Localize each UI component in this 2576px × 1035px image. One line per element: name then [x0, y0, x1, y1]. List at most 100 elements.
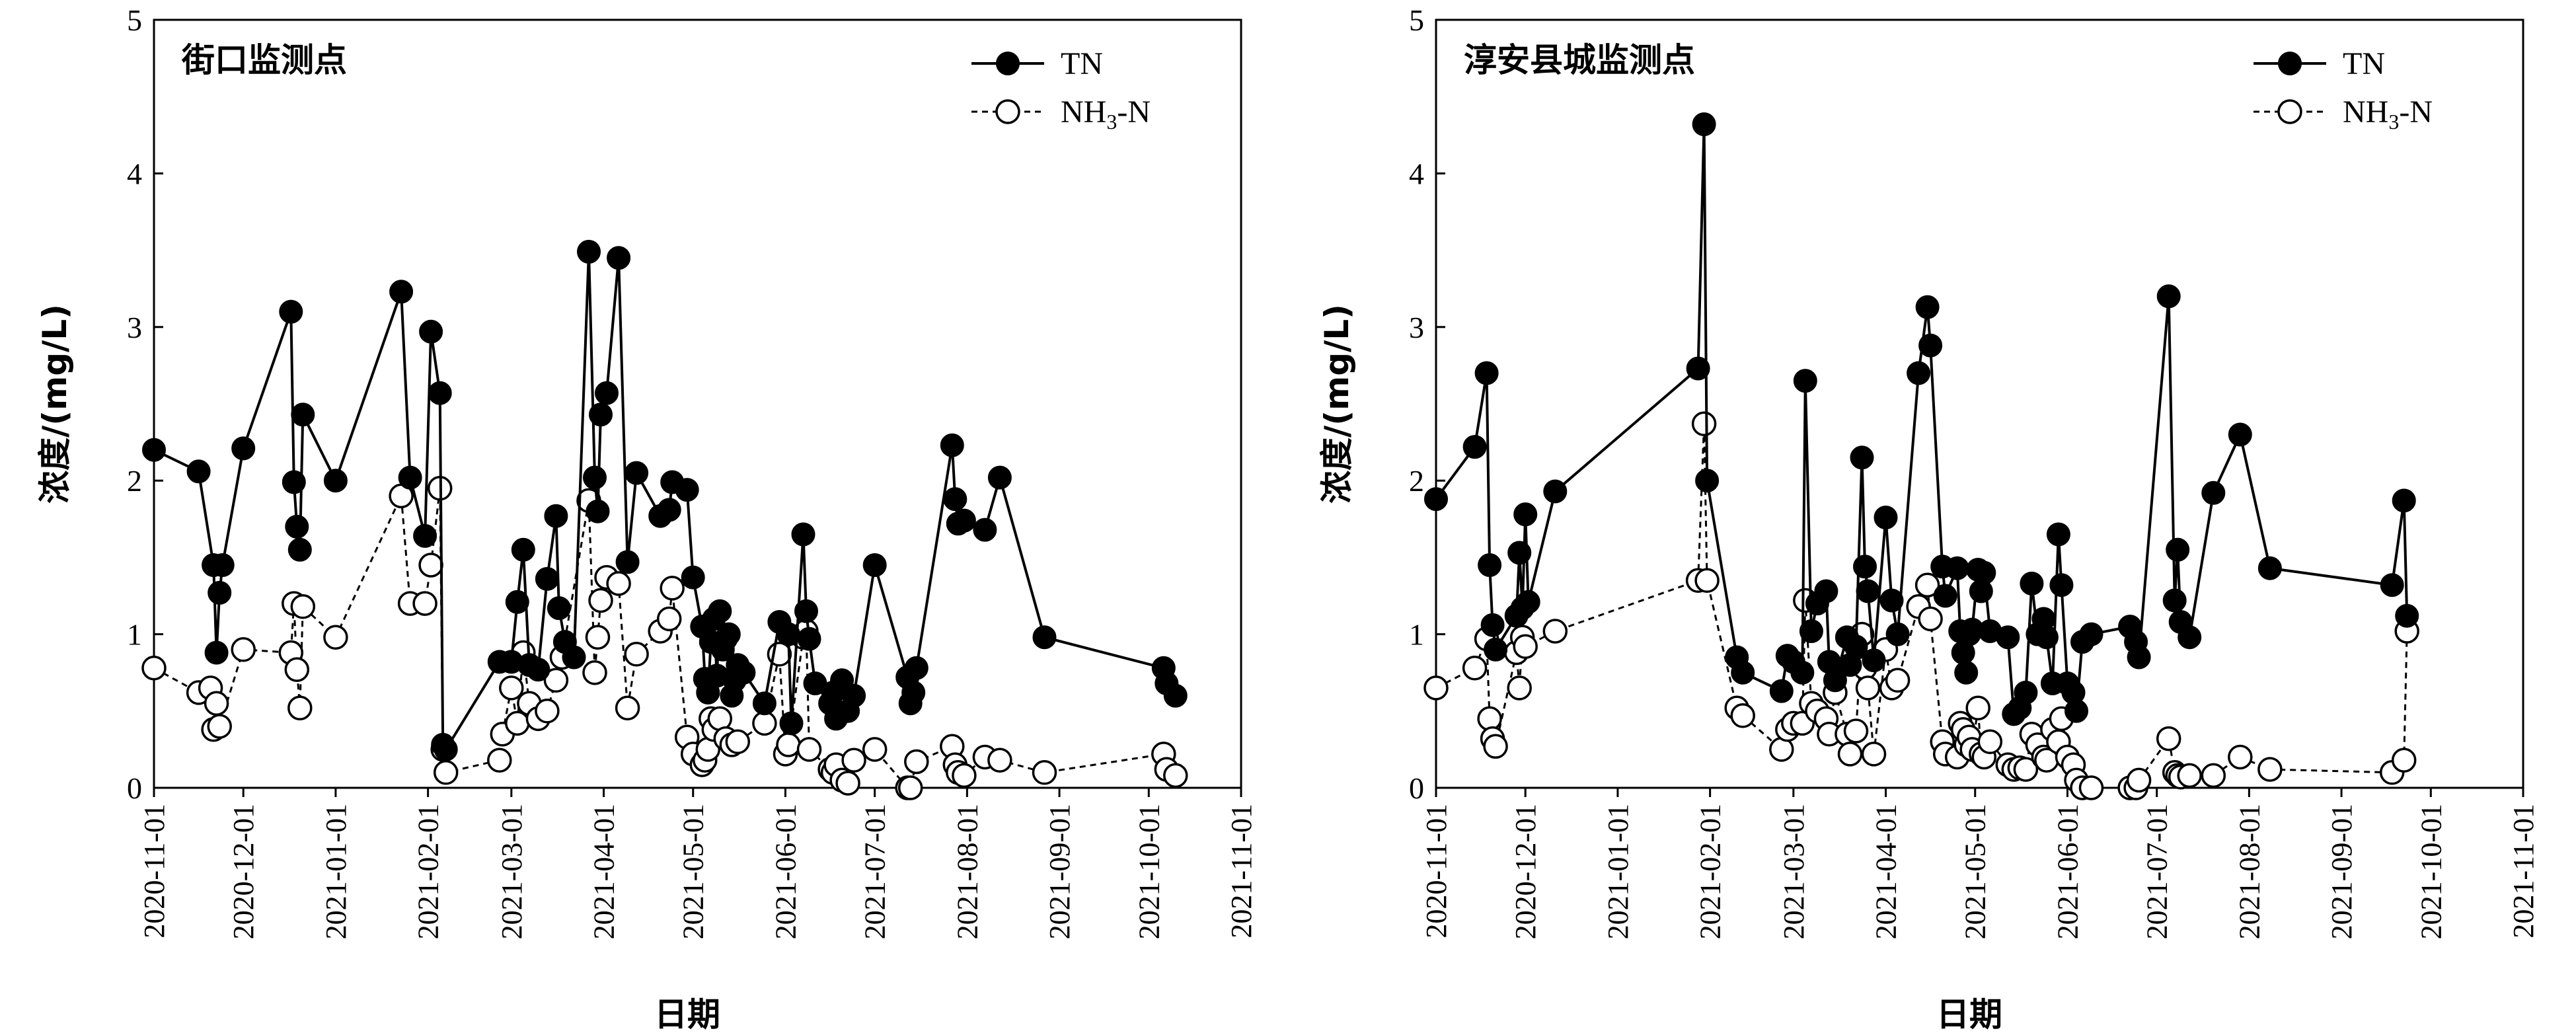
- nh3-point: [1462, 655, 1488, 681]
- nh3-point: [1843, 718, 1869, 744]
- y-tick-label: 2: [1409, 464, 1424, 498]
- tn-point: [2178, 625, 2202, 650]
- tn-series-line: [1435, 124, 2409, 717]
- nh3-point: [323, 625, 348, 650]
- x-tick-label: 2021-10-01: [2415, 804, 2447, 939]
- y-tick-label: 4: [1409, 157, 1424, 190]
- tn-point: [1686, 356, 1710, 381]
- tn-point: [413, 523, 437, 548]
- nh3-point: [499, 675, 524, 701]
- x-tick-label: 2021-03-01: [496, 804, 528, 939]
- tn-point: [2020, 571, 2044, 595]
- tn-point: [1474, 361, 1499, 385]
- legend-tn-label: TN: [1061, 46, 1103, 81]
- tn-point: [210, 553, 235, 577]
- nh3-point: [287, 695, 313, 720]
- x-tick-label: 2021-11-01: [2507, 804, 2540, 939]
- y-tick-label: 3: [127, 311, 142, 344]
- tn-point: [1790, 660, 1815, 685]
- tn-point: [1933, 584, 1957, 608]
- y-ticks: 0 1 2 3 4 5: [127, 3, 163, 805]
- tn-point: [208, 580, 232, 605]
- series-tn: [142, 239, 1188, 761]
- nh3-point: [660, 576, 685, 601]
- nh3-point: [588, 588, 613, 613]
- tn-point: [2380, 573, 2404, 597]
- tn-point: [2065, 699, 2088, 723]
- tn-point: [1424, 487, 1448, 512]
- x-tick-label: 2021-04-01: [1870, 804, 1903, 939]
- nh3-point: [1032, 760, 1057, 785]
- x-tick-label: 2020-12-01: [1509, 804, 1542, 939]
- tn-point: [681, 565, 705, 590]
- nh3-point: [1918, 606, 1943, 632]
- x-tick-label: 2021-07-01: [2141, 804, 2174, 939]
- nh3-point: [1542, 619, 1568, 644]
- nh3-point: [141, 655, 167, 681]
- tn-point: [1478, 553, 1502, 577]
- y-axis-title: 浓度/(mg/L): [1318, 304, 1356, 504]
- tn-point: [1874, 506, 1898, 529]
- x-tick-label: 2021-01-01: [320, 804, 352, 939]
- nh3-point: [1483, 734, 1508, 759]
- tn-point: [1543, 479, 1568, 504]
- tn-point: [2014, 680, 2038, 705]
- tn-point: [1484, 637, 1508, 662]
- tn-point: [1507, 541, 1532, 565]
- tn-point: [583, 465, 607, 490]
- tn-point: [2162, 588, 2187, 613]
- nh3-point: [796, 737, 822, 762]
- nh3-point: [231, 637, 256, 662]
- nh3-point: [1691, 411, 1717, 436]
- y-tick-label: 1: [127, 618, 142, 652]
- tn-point: [323, 469, 348, 493]
- tn-point: [1163, 683, 1188, 708]
- legend: TN NH3-N: [971, 46, 1151, 134]
- x-tick-label: 2020-12-01: [227, 804, 260, 939]
- nh3-point: [776, 732, 801, 757]
- nh3-point: [2126, 767, 2152, 793]
- tn-point: [1996, 625, 2020, 650]
- nh3-point: [2177, 763, 2202, 788]
- nh3-point: [2228, 744, 2253, 770]
- tn-point: [1032, 625, 1057, 650]
- tn-point: [1516, 590, 1540, 614]
- tn-point: [904, 656, 928, 680]
- x-tick-label: 2021-07-01: [859, 804, 891, 939]
- x-tick-label: 2021-08-01: [2233, 804, 2265, 939]
- x-tick-label: 2021-01-01: [1602, 804, 1634, 939]
- tn-point: [1879, 588, 1904, 613]
- chart-panel-jiekou: 街口监测点 浓度/(mg/L) 日期 TN NH3-N 0 1 2 3 4 5 2020-…: [36, 3, 1258, 1034]
- nh3-point: [433, 760, 459, 785]
- series-nh3-n: [141, 476, 1188, 800]
- tn-point: [1856, 579, 1880, 603]
- tn-point: [428, 381, 452, 405]
- legend-nh3-marker: [2277, 99, 2302, 124]
- x-tick-label: 2021-06-01: [769, 804, 802, 939]
- y-tick-label: 2: [127, 464, 142, 498]
- nh3-point: [1513, 634, 1538, 659]
- nh3-point: [1837, 742, 1863, 767]
- tn-point: [2127, 645, 2151, 670]
- tn-point: [526, 658, 550, 682]
- y-tick-label: 0: [1409, 771, 1424, 805]
- nh3-point: [2257, 757, 2283, 782]
- tn-point: [1692, 112, 1716, 136]
- tn-point: [291, 402, 315, 427]
- tn-point: [1799, 619, 1823, 643]
- tn-point: [1731, 660, 1755, 685]
- nh3-point: [204, 691, 229, 716]
- tn-point: [2049, 573, 2074, 597]
- tn-point: [398, 465, 422, 490]
- tn-point: [231, 436, 256, 461]
- nh3-point: [412, 591, 437, 616]
- nh3-point: [535, 699, 560, 724]
- nh3-point: [952, 763, 977, 788]
- tn-point: [2166, 537, 2190, 562]
- tn-point: [1907, 361, 1931, 385]
- tn-point: [943, 487, 967, 512]
- tn-point: [1853, 555, 1877, 579]
- tn-point: [777, 622, 800, 646]
- tn-point: [1972, 560, 1996, 585]
- nh3-point: [841, 748, 866, 773]
